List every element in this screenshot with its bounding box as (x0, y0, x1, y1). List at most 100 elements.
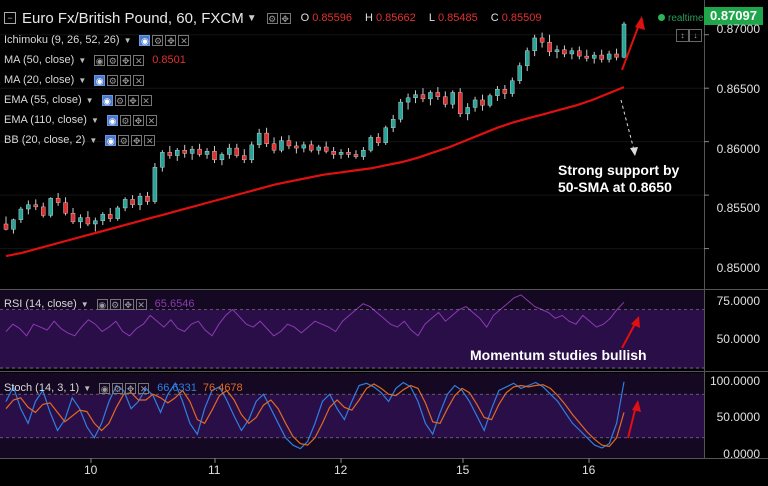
settings-icon[interactable]: ⚙ (114, 94, 126, 106)
study-ema110[interactable]: EMA (110, close) ▼ ◉ ⚙ ✥ ✕ (4, 114, 159, 126)
close-icon[interactable]: ✕ (133, 54, 145, 66)
study-ma50[interactable]: MA (50, close) ▼ ◉ ⚙ ✥ ✕ 0.8501 (4, 54, 186, 66)
chevron-down-icon[interactable]: ▼ (78, 75, 87, 85)
study-label: RSI (14, close) (4, 298, 77, 310)
candle-body (428, 92, 433, 100)
price-tick-label: 0.85000 (716, 261, 760, 275)
chevron-down-icon[interactable]: ▼ (123, 35, 132, 45)
time-tick-label: 16 (582, 463, 596, 477)
candle-body (122, 199, 128, 209)
study-stoch[interactable]: Stoch (14, 3, 1) ▼ ◉ ⚙ ✥ ✕ 66.6331 76.4678 (4, 382, 243, 394)
candle-body (346, 152, 351, 155)
candle-body (26, 204, 31, 210)
move-icon[interactable]: ✥ (120, 54, 132, 66)
time-tick-label: 10 (84, 463, 98, 477)
symbol-title[interactable]: Euro Fx/British Pound, 60, FXCM (22, 9, 244, 27)
move-icon[interactable]: ✥ (279, 12, 291, 24)
candle-body (63, 202, 68, 214)
visibility-icon[interactable]: ◉ (106, 114, 118, 126)
chevron-down-icon[interactable]: ▼ (90, 115, 99, 125)
candle-body (569, 50, 575, 55)
visibility-icon[interactable]: ◉ (139, 34, 151, 46)
visibility-icon[interactable]: ◉ (101, 94, 113, 106)
candle-body (33, 204, 39, 208)
move-icon[interactable]: ✥ (132, 114, 144, 126)
arrow-icon (627, 400, 641, 439)
study-value: 0.8501 (152, 54, 186, 66)
candles (3, 21, 627, 234)
settings-icon[interactable]: ⚙ (109, 298, 121, 310)
candle-body (18, 208, 24, 220)
high-label: H (365, 12, 373, 24)
candle-body (70, 213, 76, 223)
settings-icon[interactable]: ⚙ (112, 382, 124, 394)
collapse-icon[interactable]: − (4, 12, 16, 24)
settings-icon[interactable]: ⚙ (152, 34, 164, 46)
chevron-down-icon[interactable]: ▼ (83, 383, 92, 393)
candle-body (621, 23, 627, 58)
study-rsi[interactable]: RSI (14, close) ▼ ◉ ⚙ ✥ ✕ 65.6546 (4, 298, 194, 310)
settings-icon[interactable]: ⚙ (119, 114, 131, 126)
close-icon[interactable]: ✕ (140, 94, 152, 106)
price-tick-label: 0.85500 (716, 201, 760, 215)
candle-body (517, 65, 522, 81)
close-icon[interactable]: ✕ (144, 134, 156, 146)
study-label: Stoch (14, 3, 1) (4, 382, 80, 394)
candle-body (301, 144, 307, 149)
candle-body (212, 151, 217, 161)
study-bb[interactable]: BB (20, close, 2) ▼ ◉ ⚙ ✥ ✕ (4, 134, 157, 146)
close-icon[interactable]: ✕ (178, 34, 190, 46)
visibility-icon[interactable]: ◉ (94, 54, 106, 66)
settings-icon[interactable]: ⚙ (107, 54, 119, 66)
scale-up-icon[interactable]: ↕ (676, 29, 689, 42)
candle-body (145, 195, 150, 202)
settings-icon[interactable]: ⚙ (266, 12, 278, 24)
visibility-icon[interactable]: ◉ (96, 298, 108, 310)
move-icon[interactable]: ✥ (122, 298, 134, 310)
close-icon[interactable]: ✕ (135, 298, 147, 310)
settings-icon[interactable]: ⚙ (118, 134, 130, 146)
settings-icon[interactable]: ⚙ (107, 74, 119, 86)
chevron-down-icon[interactable]: ▼ (246, 12, 257, 24)
candle-body (55, 198, 61, 203)
chevron-down-icon[interactable]: ▼ (78, 55, 87, 65)
candle-body (85, 217, 91, 225)
candle-body (450, 92, 455, 105)
candle-body (256, 132, 262, 146)
stoch-tick-label: 100.0000 (709, 374, 760, 388)
candle-body (130, 199, 135, 205)
study-ema55[interactable]: EMA (55, close) ▼ ◉ ⚙ ✥ ✕ (4, 94, 154, 106)
candle-body (331, 151, 336, 155)
close-icon[interactable]: ✕ (138, 382, 150, 394)
study-ma20[interactable]: MA (20, close) ▼ ◉ ⚙ ✥ ✕ (4, 74, 146, 86)
chevron-down-icon[interactable]: ▼ (85, 95, 94, 105)
stoch-k-value: 66.6331 (157, 382, 197, 394)
move-icon[interactable]: ✥ (131, 134, 143, 146)
close-icon[interactable]: ✕ (145, 114, 157, 126)
close-icon[interactable]: ✕ (133, 74, 145, 86)
chevron-down-icon[interactable]: ▼ (89, 135, 98, 145)
candle-body (577, 50, 582, 57)
candle-body (108, 214, 113, 219)
stoch-d-value: 76.4678 (202, 382, 243, 394)
move-icon[interactable]: ✥ (127, 94, 139, 106)
candle-body (361, 150, 366, 157)
scale-down-icon[interactable]: ↓ (689, 29, 702, 42)
price-tick-label: 0.86000 (716, 142, 760, 156)
move-icon[interactable]: ✥ (165, 34, 177, 46)
candle-body (524, 50, 530, 66)
candle-body (309, 144, 314, 151)
visibility-icon[interactable]: ◉ (105, 134, 117, 146)
chevron-down-icon[interactable]: ▼ (80, 299, 89, 309)
move-icon[interactable]: ✥ (125, 382, 137, 394)
open-value: 0.85596 (312, 12, 352, 24)
candle-body (457, 92, 463, 115)
close-value: 0.85509 (501, 12, 542, 24)
study-ichimoku[interactable]: Ichimoku (9, 26, 52, 26) ▼ ◉ ⚙ ✥ ✕ (4, 34, 191, 46)
visibility-icon[interactable]: ◉ (99, 382, 111, 394)
visibility-icon[interactable]: ◉ (94, 74, 106, 86)
move-icon[interactable]: ✥ (120, 74, 132, 86)
rsi-value: 65.6546 (154, 298, 195, 310)
candle-body (175, 150, 180, 156)
